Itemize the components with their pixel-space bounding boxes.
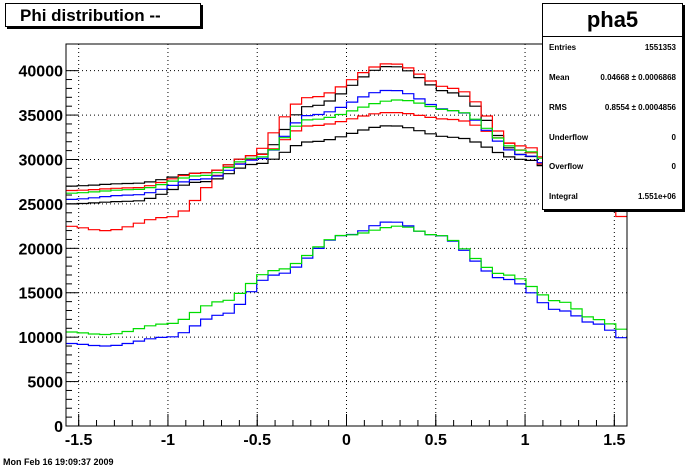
stat-row-overflow: Overflow 0 (549, 162, 676, 171)
histogram-series-3 (66, 112, 627, 192)
stat-label: RMS (549, 103, 567, 112)
histogram-series-4 (66, 89, 627, 200)
stat-label: Entries (549, 43, 577, 52)
histogram-series (66, 63, 627, 347)
stats-box: pha5 Entries 1551353 Mean 0.04668 ± 0.0006… (542, 3, 683, 210)
stat-label: Integral (549, 192, 578, 201)
stat-row-integral: Integral 1.551e+06 (549, 192, 676, 201)
y-tick-label: 10000 (19, 330, 64, 347)
y-tick-label: 0 (54, 419, 63, 436)
x-tick-label: 0.5 (425, 432, 447, 449)
stat-value: 0 (671, 133, 676, 142)
stat-label: Overflow (549, 162, 584, 171)
x-tick-label: -0.5 (243, 432, 271, 449)
timestamp-footer: Mon Feb 16 19:09:37 2009 (3, 457, 114, 467)
histogram-series-5 (66, 99, 627, 194)
x-tick-label: 1 (521, 432, 530, 449)
stat-row-rms: RMS 0.8554 ± 0.0004856 (549, 103, 676, 112)
stat-label: Mean (549, 73, 570, 82)
y-tick-label: 15000 (19, 286, 64, 303)
y-tick-label: 20000 (19, 241, 64, 258)
histogram-series-2 (66, 63, 627, 232)
stat-row-entries: Entries 1551353 (549, 43, 676, 52)
stat-row-underflow: Underflow 0 (549, 133, 676, 142)
stat-value: 1.551e+06 (637, 192, 676, 201)
chart-title: Phi distribution -- (5, 3, 201, 27)
stat-value: 0.8554 ± 0.0004856 (604, 103, 676, 112)
stat-row-mean: Mean 0.04668 ± 0.0006868 (549, 73, 676, 82)
y-tick-label: 5000 (27, 375, 63, 392)
stat-value: 0.04668 ± 0.0006868 (600, 73, 676, 82)
stats-name: pha5 (543, 4, 682, 37)
stat-label: Underflow (549, 133, 589, 142)
y-tick-label: 35000 (19, 108, 64, 125)
histogram-series-7 (66, 225, 627, 336)
y-tick-label: 30000 (19, 152, 64, 169)
y-tick-label: 40000 (19, 64, 64, 81)
x-tick-label: 0 (342, 432, 351, 449)
x-tick-label: -1 (161, 432, 175, 449)
y-tick-label: 25000 (19, 197, 64, 214)
stat-value: 0 (671, 162, 676, 171)
x-tick-label: 1.5 (603, 432, 625, 449)
x-tick-label: -1.5 (65, 432, 93, 449)
histogram-series-1 (66, 125, 627, 205)
stat-value: 1551353 (644, 43, 676, 52)
axes: 0 5000 10000 15000 20000 25000 30000 35000 40000… (19, 64, 626, 449)
